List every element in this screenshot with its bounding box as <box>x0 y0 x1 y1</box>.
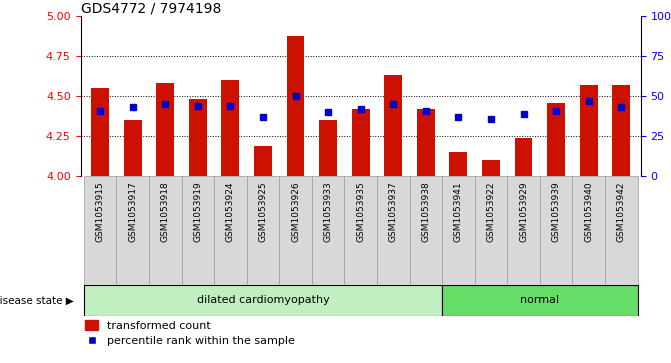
Text: GSM1053915: GSM1053915 <box>95 182 105 242</box>
Bar <box>384 76 402 176</box>
Text: GSM1053933: GSM1053933 <box>323 182 333 242</box>
FancyBboxPatch shape <box>540 176 572 285</box>
Text: GSM1053938: GSM1053938 <box>421 182 430 242</box>
Bar <box>319 120 337 176</box>
Text: GSM1053939: GSM1053939 <box>552 182 560 242</box>
Bar <box>156 83 174 176</box>
Bar <box>547 103 565 176</box>
Bar <box>91 88 109 176</box>
FancyBboxPatch shape <box>442 285 637 316</box>
Text: dilated cardiomyopathy: dilated cardiomyopathy <box>197 295 329 305</box>
Text: GSM1053940: GSM1053940 <box>584 182 593 242</box>
FancyBboxPatch shape <box>247 176 279 285</box>
FancyBboxPatch shape <box>279 176 312 285</box>
FancyBboxPatch shape <box>572 176 605 285</box>
Bar <box>417 109 435 176</box>
FancyBboxPatch shape <box>84 285 442 316</box>
Text: GSM1053935: GSM1053935 <box>356 182 365 242</box>
Bar <box>352 109 370 176</box>
Bar <box>450 152 467 176</box>
Text: GSM1053937: GSM1053937 <box>389 182 398 242</box>
FancyBboxPatch shape <box>409 176 442 285</box>
Text: GSM1053929: GSM1053929 <box>519 182 528 242</box>
FancyBboxPatch shape <box>214 176 247 285</box>
Legend: transformed count, percentile rank within the sample: transformed count, percentile rank withi… <box>81 316 299 351</box>
FancyBboxPatch shape <box>377 176 409 285</box>
Text: GSM1053925: GSM1053925 <box>258 182 268 242</box>
Bar <box>254 146 272 176</box>
Text: GSM1053942: GSM1053942 <box>617 182 626 242</box>
Text: GSM1053919: GSM1053919 <box>193 182 202 242</box>
FancyBboxPatch shape <box>312 176 344 285</box>
FancyBboxPatch shape <box>116 176 149 285</box>
FancyBboxPatch shape <box>344 176 377 285</box>
Bar <box>287 36 305 176</box>
FancyBboxPatch shape <box>181 176 214 285</box>
Bar <box>189 99 207 176</box>
Bar <box>123 120 142 176</box>
Bar <box>580 85 598 176</box>
Text: GSM1053926: GSM1053926 <box>291 182 300 242</box>
Text: GDS4772 / 7974198: GDS4772 / 7974198 <box>81 1 221 15</box>
Bar <box>482 160 500 176</box>
Text: GSM1053941: GSM1053941 <box>454 182 463 242</box>
Text: normal: normal <box>520 295 560 305</box>
Bar <box>515 138 533 176</box>
Bar <box>613 85 630 176</box>
FancyBboxPatch shape <box>474 176 507 285</box>
Text: disease state ▶: disease state ▶ <box>0 295 74 305</box>
FancyBboxPatch shape <box>149 176 181 285</box>
Text: GSM1053922: GSM1053922 <box>486 182 495 242</box>
Bar <box>221 80 240 176</box>
FancyBboxPatch shape <box>507 176 540 285</box>
Text: GSM1053918: GSM1053918 <box>161 182 170 242</box>
FancyBboxPatch shape <box>442 176 474 285</box>
FancyBboxPatch shape <box>84 176 116 285</box>
Text: GSM1053924: GSM1053924 <box>226 182 235 242</box>
Text: GSM1053917: GSM1053917 <box>128 182 137 242</box>
FancyBboxPatch shape <box>605 176 637 285</box>
